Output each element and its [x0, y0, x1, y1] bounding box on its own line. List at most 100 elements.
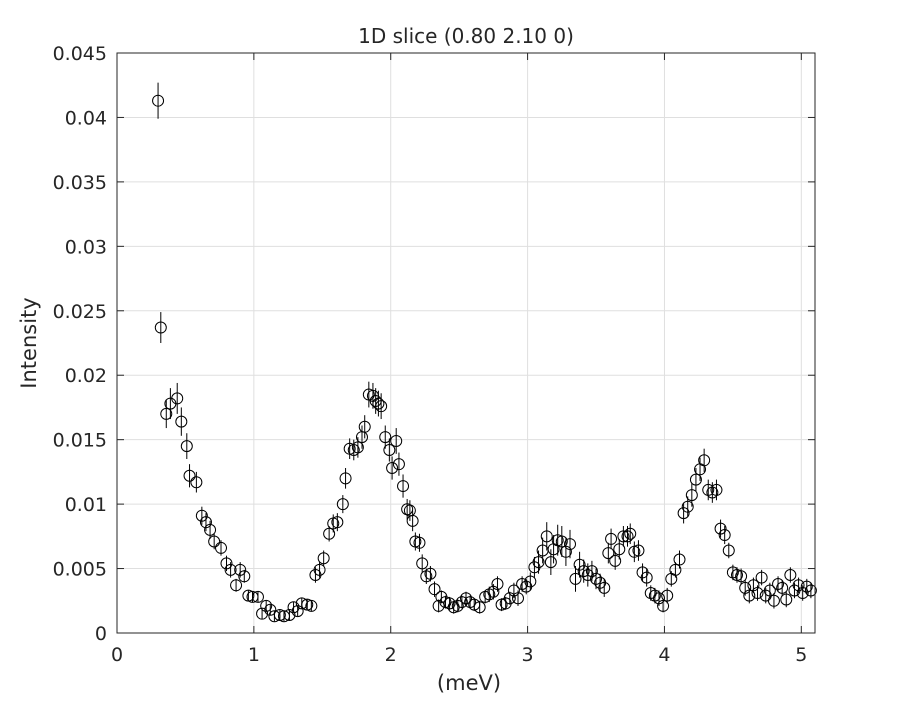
data-point: [397, 480, 410, 493]
data-point: [379, 431, 392, 444]
data-point: [677, 507, 690, 520]
data-point: [336, 498, 349, 511]
x-tick-label: 4: [658, 644, 670, 666]
chart-title: 1D slice (0.80 2.10 0): [358, 24, 574, 48]
data-point: [180, 440, 193, 453]
data-point: [175, 415, 188, 428]
y-tick-label: 0.005: [53, 559, 107, 581]
data-point: [507, 584, 520, 597]
data-point: [685, 489, 698, 502]
data-point: [468, 598, 481, 611]
data-point: [220, 557, 233, 570]
y-tick-label: 0.045: [53, 43, 107, 65]
data-point: [390, 434, 403, 447]
data-point: [714, 522, 727, 535]
data-point: [669, 563, 682, 576]
data-point: [331, 516, 344, 529]
data-point: [784, 569, 797, 581]
data-point: [234, 563, 247, 576]
data-point: [512, 592, 525, 605]
data-point: [383, 443, 396, 456]
y-tick-label: 0.02: [65, 365, 107, 387]
data-point: [413, 536, 426, 549]
y-axis-label: Intensity: [17, 297, 41, 388]
data-point: [287, 601, 300, 614]
data-point: [602, 547, 615, 560]
data-point: [460, 592, 472, 605]
data-point: [804, 584, 817, 597]
data-point: [722, 544, 735, 557]
data-point: [617, 530, 630, 543]
data-point: [264, 603, 277, 616]
data-point: [767, 594, 780, 607]
data-point: [171, 392, 184, 405]
y-tick-label: 0: [95, 623, 107, 645]
data-point: [661, 589, 674, 602]
y-tick-label: 0.01: [65, 494, 107, 516]
data-point: [305, 599, 318, 612]
data-point: [406, 514, 419, 527]
data-point: [598, 581, 611, 594]
data-point: [230, 579, 243, 592]
data-point: [689, 473, 702, 486]
data-point: [160, 407, 173, 420]
data-point: [392, 458, 405, 471]
data-point: [451, 599, 464, 612]
data-point: [796, 587, 809, 600]
data-point: [283, 608, 296, 621]
y-tick-label: 0.03: [65, 236, 107, 258]
data-point: [739, 581, 752, 594]
data-point: [585, 565, 598, 578]
data-point: [432, 599, 445, 612]
data-point: [698, 454, 711, 467]
data-point: [544, 556, 557, 569]
grid: [116, 52, 815, 634]
x-tick-label: 3: [522, 644, 534, 666]
x-tick-label: 1: [248, 644, 260, 666]
data-point: [190, 476, 203, 489]
plot-area: [117, 53, 815, 633]
data-point: [624, 527, 637, 540]
data-point: [224, 563, 237, 576]
data-point: [605, 532, 618, 545]
data-point: [776, 581, 789, 594]
data-point: [195, 509, 208, 522]
data-point: [238, 570, 251, 583]
x-tick-label: 2: [385, 644, 397, 666]
data-point: [215, 541, 228, 554]
data-point: [455, 596, 468, 609]
data-point: [416, 557, 429, 570]
data-point: [609, 554, 622, 567]
data-point: [152, 94, 165, 107]
data-point: [735, 570, 748, 583]
data-point: [268, 610, 281, 623]
data-point: [246, 590, 259, 603]
x-tick-label: 5: [795, 644, 807, 666]
data-point: [772, 578, 785, 591]
y-tick-label: 0.015: [53, 430, 107, 452]
data-point: [743, 589, 756, 602]
data-point: [154, 321, 167, 334]
x-axis-ticks: 0 1 2 3 4 5: [111, 53, 807, 666]
data-point: [473, 601, 486, 614]
data-point: [524, 575, 537, 588]
data-point: [573, 558, 586, 571]
axes-box: [116, 52, 816, 634]
data-point: [277, 610, 290, 623]
data-point: [577, 565, 590, 578]
data-point: [710, 483, 723, 496]
data-point: [260, 599, 273, 612]
data-point: [251, 590, 264, 603]
data-point: [581, 569, 594, 581]
data-point: [339, 472, 352, 485]
data-point: [443, 597, 456, 610]
data-point: [800, 580, 813, 593]
data-point: [621, 530, 634, 543]
data-point: [323, 527, 336, 540]
data-point: [632, 544, 645, 557]
x-axis-label: (meV): [437, 671, 501, 695]
data-point: [747, 579, 760, 592]
data-point: [503, 592, 516, 605]
data-point: [657, 599, 670, 612]
